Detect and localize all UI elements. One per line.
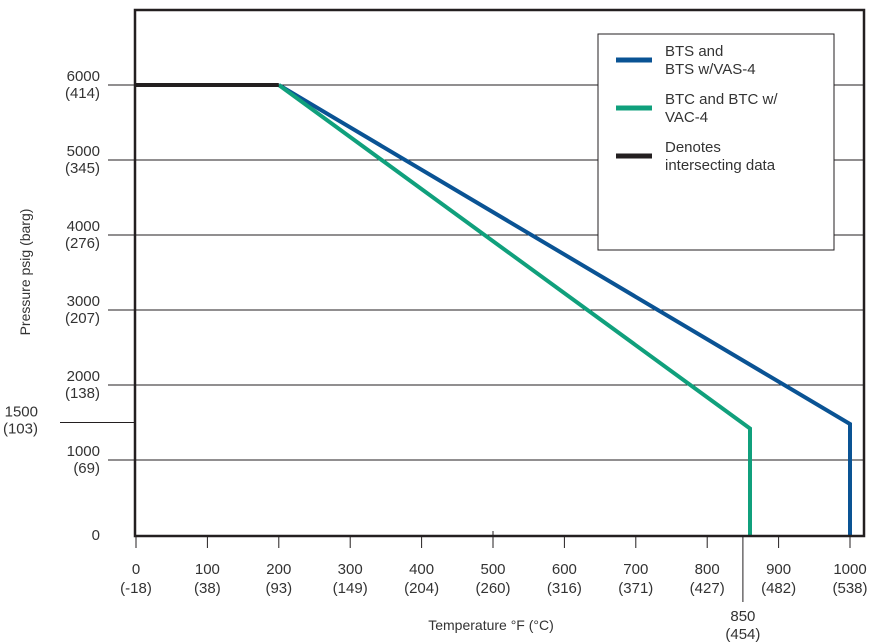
x-tick-sublabel: (316) bbox=[547, 580, 582, 597]
legend-label: Denotes bbox=[665, 139, 721, 156]
x-tick-sublabel: (204) bbox=[404, 580, 439, 597]
y-tick-label: 1500 bbox=[5, 404, 38, 421]
y-tick-sublabel: (345) bbox=[65, 160, 100, 177]
series-line-2 bbox=[277, 83, 752, 535]
x-tick-sublabel: (427) bbox=[690, 580, 725, 597]
y-tick-label: 2000 bbox=[67, 368, 100, 385]
x-tick-sublabel: (38) bbox=[194, 580, 221, 597]
x-tick-sublabel: (149) bbox=[333, 580, 368, 597]
x-tick-sublabel: (-18) bbox=[120, 580, 152, 597]
plot-frame bbox=[133, 8, 866, 538]
x-tick-sublabel: (260) bbox=[475, 580, 510, 597]
x-tick-label: 200 bbox=[266, 561, 291, 578]
x-tick-sublabel: (454) bbox=[725, 626, 760, 643]
x-tick-label: 0 bbox=[132, 561, 140, 578]
y-tick-sublabel: (276) bbox=[65, 235, 100, 252]
x-tick-label: 300 bbox=[338, 561, 363, 578]
y-tick-label: 6000 bbox=[67, 68, 100, 85]
series-lines bbox=[136, 83, 852, 535]
y-tick-sublabel: (69) bbox=[73, 460, 100, 477]
y-tick-label: 5000 bbox=[67, 143, 100, 160]
x-tick-sublabel: (482) bbox=[761, 580, 796, 597]
y-tick-sublabel: (207) bbox=[65, 310, 100, 327]
y-tick-sublabel: (138) bbox=[65, 385, 100, 402]
x-tick-label: 500 bbox=[480, 561, 505, 578]
y-tick-label: 0 bbox=[92, 527, 100, 544]
axis-ticks: 01000(69)2000(138)3000(207)4000(276)5000… bbox=[3, 68, 868, 643]
x-tick-label: 600 bbox=[552, 561, 577, 578]
x-tick-label: 1000 bbox=[833, 561, 866, 578]
x-tick-sublabel: (93) bbox=[265, 580, 292, 597]
x-tick-label: 100 bbox=[195, 561, 220, 578]
y-tick-label: 4000 bbox=[67, 218, 100, 235]
x-tick-label: 800 bbox=[695, 561, 720, 578]
legend-label: BTS and bbox=[665, 43, 723, 60]
legend-label: BTS w/VAS-4 bbox=[665, 61, 756, 78]
legend-label: BTC and BTC w/ bbox=[665, 91, 778, 108]
legend-box bbox=[597, 33, 835, 251]
x-axis-title: Temperature °F (°C) bbox=[428, 617, 554, 633]
series-line-1 bbox=[277, 83, 852, 535]
y-tick-sublabel: (103) bbox=[3, 421, 38, 438]
legend-label: intersecting data bbox=[665, 157, 776, 174]
x-tick-label: 400 bbox=[409, 561, 434, 578]
x-tick-sublabel: (371) bbox=[618, 580, 653, 597]
x-tick-label: 850 bbox=[730, 608, 755, 625]
y-tick-sublabel: (414) bbox=[65, 85, 100, 102]
x-tick-sublabel: (538) bbox=[832, 580, 867, 597]
y-axis-title: Pressure psig (barg) bbox=[17, 209, 33, 336]
legend-label: VAC-4 bbox=[665, 109, 708, 126]
x-tick-label: 900 bbox=[766, 561, 791, 578]
x-tick-label: 700 bbox=[623, 561, 648, 578]
y-tick-label: 1000 bbox=[67, 443, 100, 460]
y-tick-label: 3000 bbox=[67, 293, 100, 310]
